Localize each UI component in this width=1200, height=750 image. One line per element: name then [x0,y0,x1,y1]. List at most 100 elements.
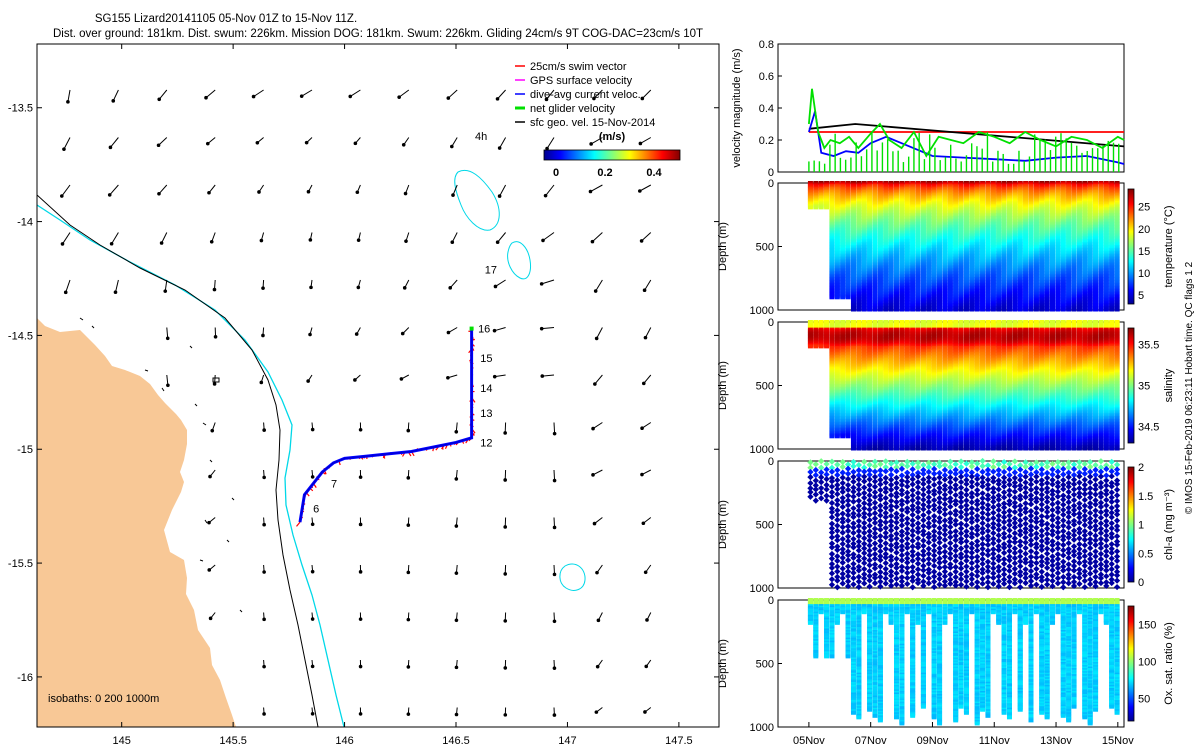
geo-velocity-arrow [113,279,119,295]
geo-velocity-arrow [63,279,71,295]
section-ytick-label: 0 [768,595,774,607]
speed-colorbar [543,149,681,161]
section-ytick-label: 500 [756,242,774,254]
section-ytick-label: 1000 [750,583,774,595]
geo-velocity-arrow [594,327,603,341]
colorbar-tick-label: 10 [1138,268,1150,280]
geo-velocity-arrow [552,469,557,483]
geo-velocity-arrow [404,232,410,243]
coastal-islets [79,317,243,613]
geo-velocity-arrow [593,374,603,386]
geo-velocity-arrow [503,707,508,717]
geo-velocity-arrow [163,279,168,293]
geo-velocity-arrow [446,327,458,335]
geo-velocity-arrow [397,89,410,99]
geo-velocity-arrow [541,232,555,243]
isobath-label: isobaths: 0 200 1000m [48,693,159,705]
legend-dac: dive-avg current veloc. [530,89,641,101]
geo-velocity-arrow [262,707,266,716]
velocity-ytick-label: 0.6 [759,71,774,83]
geo-velocity-arrow [640,422,652,431]
geo-velocity-arrow [208,469,216,479]
oxygen_section-panel: 0 500 1000 Depth (m) 50 100 150 Ox. sat. ratio … [717,595,1175,734]
colorbar-tick-label: 34.5 [1138,422,1159,434]
map-ytick-label: -15 [17,444,33,456]
geo-velocity-arrow [208,612,216,621]
geo-velocity-arrow [66,89,71,104]
geo-velocity-arrow [310,564,315,574]
credit-text: © IMOS 15-Feb-2019 06:23:11 Hobart time.… [1184,261,1195,514]
section-colorbar [1127,327,1135,444]
geo-velocity-arrow [503,612,508,623]
geo-velocity-arrow [205,137,216,146]
geo-velocity-arrow [503,659,508,670]
salinity_section-panel: 0 500 1000 Depth (m) 34.5 35 35.5 salinity [717,317,1175,456]
geo-velocity-arrow [310,469,315,479]
geo-velocity-arrow [261,279,265,290]
map-ytick-label: -14 [17,217,33,229]
time-tick-label: 13Nov [1040,735,1072,747]
geo-velocity-arrow [492,374,506,379]
day-labels: 6 7 12 13 14 15 16 17 [313,264,497,515]
section-ylabel: Depth (m) [717,222,729,271]
geo-velocity-arrow [310,612,315,621]
map-legend: 25cm/s swim vector GPS surface velocity … [475,61,681,179]
reef-outline-2 [507,241,531,280]
geo-velocity-arrow [641,374,652,386]
map-xtick-label: 146 [335,735,353,747]
geo-velocity-arrow [207,564,216,572]
geo-velocity-arrow [210,422,216,433]
time-tick-label: 15Nov [1102,735,1134,747]
chla_section-panel: 0 500 1000 Depth (m) 0 0.5 1 1.5 2 chl-a (mg m⁻³) [717,456,1175,595]
geo-velocity-arrow [642,279,652,293]
geo-velocity-arrow [595,564,603,575]
geo-velocity-arrow [262,564,266,574]
geo-velocity-arrow [552,564,557,577]
geo-velocity-arrow [358,707,363,716]
geo-velocity-arrow [592,89,603,101]
colorbar-tick-label: 25 [1138,202,1150,214]
day-label: 17 [485,264,497,276]
geo-velocity-arrow [165,327,170,341]
colorbar-tick-label: 0 [1138,577,1144,589]
colorbar-tick-label: 1 [1138,520,1144,532]
geo-velocity-arrow [454,707,459,717]
geo-velocity-arrow [358,469,363,479]
map-ytick-label: -14.5 [8,330,33,342]
geo-velocity-arrow [354,327,361,336]
geo-velocity-arrow [640,469,652,477]
legend-net: net glider velocity [530,103,615,115]
geo-velocity-arrow [643,327,652,340]
colorbar-tick-label: 150 [1138,620,1156,632]
geo-velocity-arrow [306,184,313,194]
colorbar-tick-label: 100 [1138,657,1156,669]
colorbar-tick-0: 0 [553,167,559,179]
geo-velocity-arrow [638,137,652,146]
geo-velocity-arrow [402,279,410,290]
geo-velocity-arrow [590,232,603,244]
geo-velocity-arrow [540,374,555,378]
geo-velocity-arrow [204,89,216,100]
time-tick-label: 07Nov [855,735,887,747]
geo-velocity-arrow [299,89,313,98]
colorbar-tick-label: 5 [1138,290,1144,302]
geo-velocity-arrow [451,184,458,197]
time-tick-label: 09Nov [917,735,949,747]
section-ytick-label: 0 [768,178,774,190]
section-dots [807,181,1120,312]
velocity-magnitude-panel: 0 0.2 0.4 0.6 0.8 velocity magnitude (m/s) [731,39,1125,179]
section-colorbar [1127,188,1135,305]
geo-velocity-arrow [543,184,555,198]
day-label: 15 [480,353,492,365]
geo-velocity-arrow [503,564,508,576]
geo-velocity-arrow [261,327,265,338]
geo-velocity-arrow [493,279,506,289]
geo-velocity-arrow [454,469,459,481]
geo-velocity-arrow [544,89,555,102]
section-ytick-label: 500 [756,381,774,393]
geo-velocity-arrow [454,564,459,575]
geo-velocity-arrow [552,659,557,670]
geo-velocity-arrow [348,89,361,99]
section-dots [807,320,1120,451]
geo-velocity-arrow [638,184,652,193]
